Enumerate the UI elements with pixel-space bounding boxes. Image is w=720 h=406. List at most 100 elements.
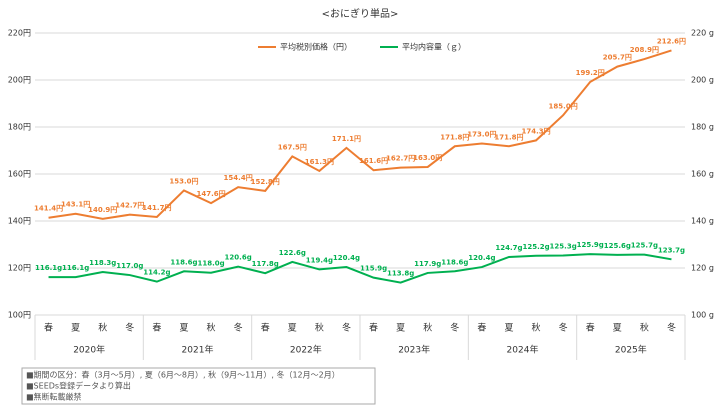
x-group-label: 2021年 xyxy=(182,344,214,356)
x-tick-label: 春 xyxy=(261,322,270,334)
x-tick-label: 秋 xyxy=(315,322,324,334)
y-tick-label: 120円 xyxy=(8,264,31,273)
value-label: 123.7g xyxy=(658,246,685,254)
note: ■無断転載厳禁 xyxy=(26,392,82,402)
y2-tick-label: 120 g xyxy=(691,264,714,273)
value-label: 122.6g xyxy=(279,249,306,257)
value-label: 120.4g xyxy=(333,254,360,262)
y-tick-label: 160円 xyxy=(8,170,31,179)
value-label: 174.3円 xyxy=(521,127,550,135)
x-tick-label: 夏 xyxy=(71,323,80,334)
value-label: 116.1g xyxy=(35,264,62,272)
value-label: 118.6g xyxy=(441,258,468,266)
note: ■期間の区分：春（3月～5月）, 夏（6月～8月）, 秋（9月～11月）, 冬（… xyxy=(26,370,340,380)
x-tick-label: 冬 xyxy=(667,322,676,334)
series-line xyxy=(48,253,672,284)
x-group-label: 2025年 xyxy=(615,344,647,356)
x-tick-label: 春 xyxy=(152,322,161,334)
value-label: 141.4円 xyxy=(34,205,63,213)
y-tick-label: 140円 xyxy=(8,217,31,226)
value-label: 154.4円 xyxy=(224,174,253,182)
value-label: 171.8円 xyxy=(494,133,523,141)
value-label: 152.8円 xyxy=(251,178,280,186)
y-tick-label: 180円 xyxy=(8,123,31,132)
x-tick-label: 冬 xyxy=(234,322,243,334)
value-label: 162.7円 xyxy=(386,155,415,163)
x-group-label: 2022年 xyxy=(290,344,322,356)
legend-label: 平均税別価格（円） xyxy=(280,42,352,52)
y2-tick-label: 220 g xyxy=(691,29,714,38)
value-label: 205.7円 xyxy=(603,54,632,62)
value-label: 118.0g xyxy=(197,260,224,268)
value-label: 212.6円 xyxy=(657,37,686,45)
value-label: 117.8g xyxy=(252,260,279,268)
y2-tick-label: 100 g xyxy=(691,311,714,320)
value-label: 114.2g xyxy=(143,269,170,277)
value-label: 163.0円 xyxy=(413,154,442,162)
value-label: 120.6g xyxy=(225,254,252,262)
y-tick-label: 100円 xyxy=(8,311,31,320)
value-label: 113.8g xyxy=(387,270,414,278)
notes-box xyxy=(21,367,376,405)
value-label: 115.9g xyxy=(360,265,387,273)
y2-tick-label: 160 g xyxy=(691,170,714,179)
x-group-label: 2023年 xyxy=(398,344,430,356)
value-label: 125.7g xyxy=(631,242,658,250)
x-tick-label: 春 xyxy=(477,322,486,334)
x-tick-label: 秋 xyxy=(640,322,649,334)
value-label: 173.0円 xyxy=(467,130,496,138)
value-label: 140.9円 xyxy=(88,206,117,214)
x-group-label: 2024年 xyxy=(507,344,539,356)
x-tick-label: 冬 xyxy=(342,322,351,334)
value-label: 116.1g xyxy=(62,264,89,272)
value-label: 171.8円 xyxy=(440,133,469,141)
value-label: 143.1円 xyxy=(61,201,90,209)
value-label: 141.7円 xyxy=(142,204,171,212)
y-tick-label: 220円 xyxy=(8,29,31,38)
value-label: 124.7g xyxy=(495,244,522,252)
y-tick-label: 200円 xyxy=(8,76,31,85)
value-label: 125.9g xyxy=(577,241,604,249)
y2-tick-label: 180 g xyxy=(691,123,714,132)
value-label: 117.0g xyxy=(116,262,143,270)
x-tick-label: 冬 xyxy=(450,322,459,334)
value-label: 118.3g xyxy=(89,259,116,267)
value-label: 120.4g xyxy=(468,254,495,262)
x-tick-label: 春 xyxy=(586,322,595,334)
x-tick-label: 秋 xyxy=(532,322,541,334)
value-label: 208.9円 xyxy=(630,46,659,54)
y2-tick-label: 200 g xyxy=(691,76,714,85)
value-label: 161.6円 xyxy=(359,157,388,165)
value-label: 199.2円 xyxy=(576,69,605,77)
value-label: 125.2g xyxy=(522,243,549,251)
value-label: 171.1円 xyxy=(332,135,361,143)
value-label: 118.6g xyxy=(170,258,197,266)
value-label: 125.6g xyxy=(604,242,631,250)
chart-title: <おにぎり単品> xyxy=(322,7,399,20)
x-tick-label: 夏 xyxy=(288,323,297,334)
x-tick-label: 春 xyxy=(369,322,378,334)
value-label: 125.3g xyxy=(550,243,577,251)
legend-label: 平均内容量（ｇ） xyxy=(402,42,466,52)
series-line xyxy=(48,49,672,220)
x-tick-label: 冬 xyxy=(125,322,134,334)
y2-tick-label: 140 g xyxy=(691,217,714,226)
x-group-label: 2020年 xyxy=(73,344,105,356)
value-label: 185.0円 xyxy=(549,102,578,110)
value-label: 117.9g xyxy=(414,260,441,268)
x-tick-label: 冬 xyxy=(559,322,568,334)
value-label: 119.4g xyxy=(306,256,333,264)
x-tick-label: 夏 xyxy=(179,323,188,334)
value-label: 161.3円 xyxy=(305,158,334,166)
x-tick-label: 秋 xyxy=(423,322,432,334)
note: ■SEEDs登録データより算出 xyxy=(26,381,131,391)
x-tick-label: 夏 xyxy=(613,323,622,334)
x-tick-label: 秋 xyxy=(207,322,216,334)
value-label: 167.5円 xyxy=(278,143,307,151)
x-tick-label: 夏 xyxy=(396,323,405,334)
value-label: 153.0円 xyxy=(169,177,198,185)
x-tick-label: 春 xyxy=(44,322,53,334)
value-label: 147.6円 xyxy=(196,190,225,198)
